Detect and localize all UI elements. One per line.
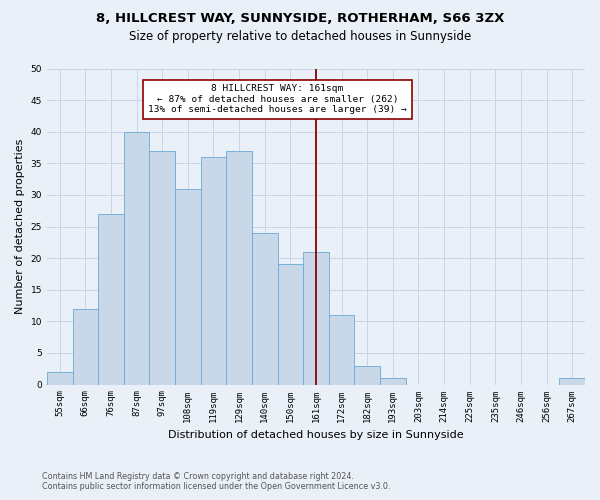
- Text: Contains HM Land Registry data © Crown copyright and database right 2024.: Contains HM Land Registry data © Crown c…: [42, 472, 354, 481]
- Bar: [329, 315, 355, 384]
- Text: Contains public sector information licensed under the Open Government Licence v3: Contains public sector information licen…: [42, 482, 391, 491]
- Bar: [73, 308, 98, 384]
- Bar: [226, 150, 252, 384]
- Bar: [200, 157, 226, 384]
- Text: Size of property relative to detached houses in Sunnyside: Size of property relative to detached ho…: [129, 30, 471, 43]
- Bar: [252, 233, 278, 384]
- Bar: [380, 378, 406, 384]
- Bar: [559, 378, 585, 384]
- Bar: [124, 132, 149, 384]
- Y-axis label: Number of detached properties: Number of detached properties: [15, 139, 25, 314]
- Bar: [47, 372, 73, 384]
- Bar: [98, 214, 124, 384]
- Text: 8, HILLCREST WAY, SUNNYSIDE, ROTHERHAM, S66 3ZX: 8, HILLCREST WAY, SUNNYSIDE, ROTHERHAM, …: [96, 12, 504, 26]
- Bar: [278, 264, 303, 384]
- Bar: [175, 188, 200, 384]
- Text: 8 HILLCREST WAY: 161sqm
← 87% of detached houses are smaller (262)
13% of semi-d: 8 HILLCREST WAY: 161sqm ← 87% of detache…: [148, 84, 407, 114]
- Bar: [355, 366, 380, 384]
- Bar: [303, 252, 329, 384]
- Bar: [149, 150, 175, 384]
- X-axis label: Distribution of detached houses by size in Sunnyside: Distribution of detached houses by size …: [168, 430, 464, 440]
